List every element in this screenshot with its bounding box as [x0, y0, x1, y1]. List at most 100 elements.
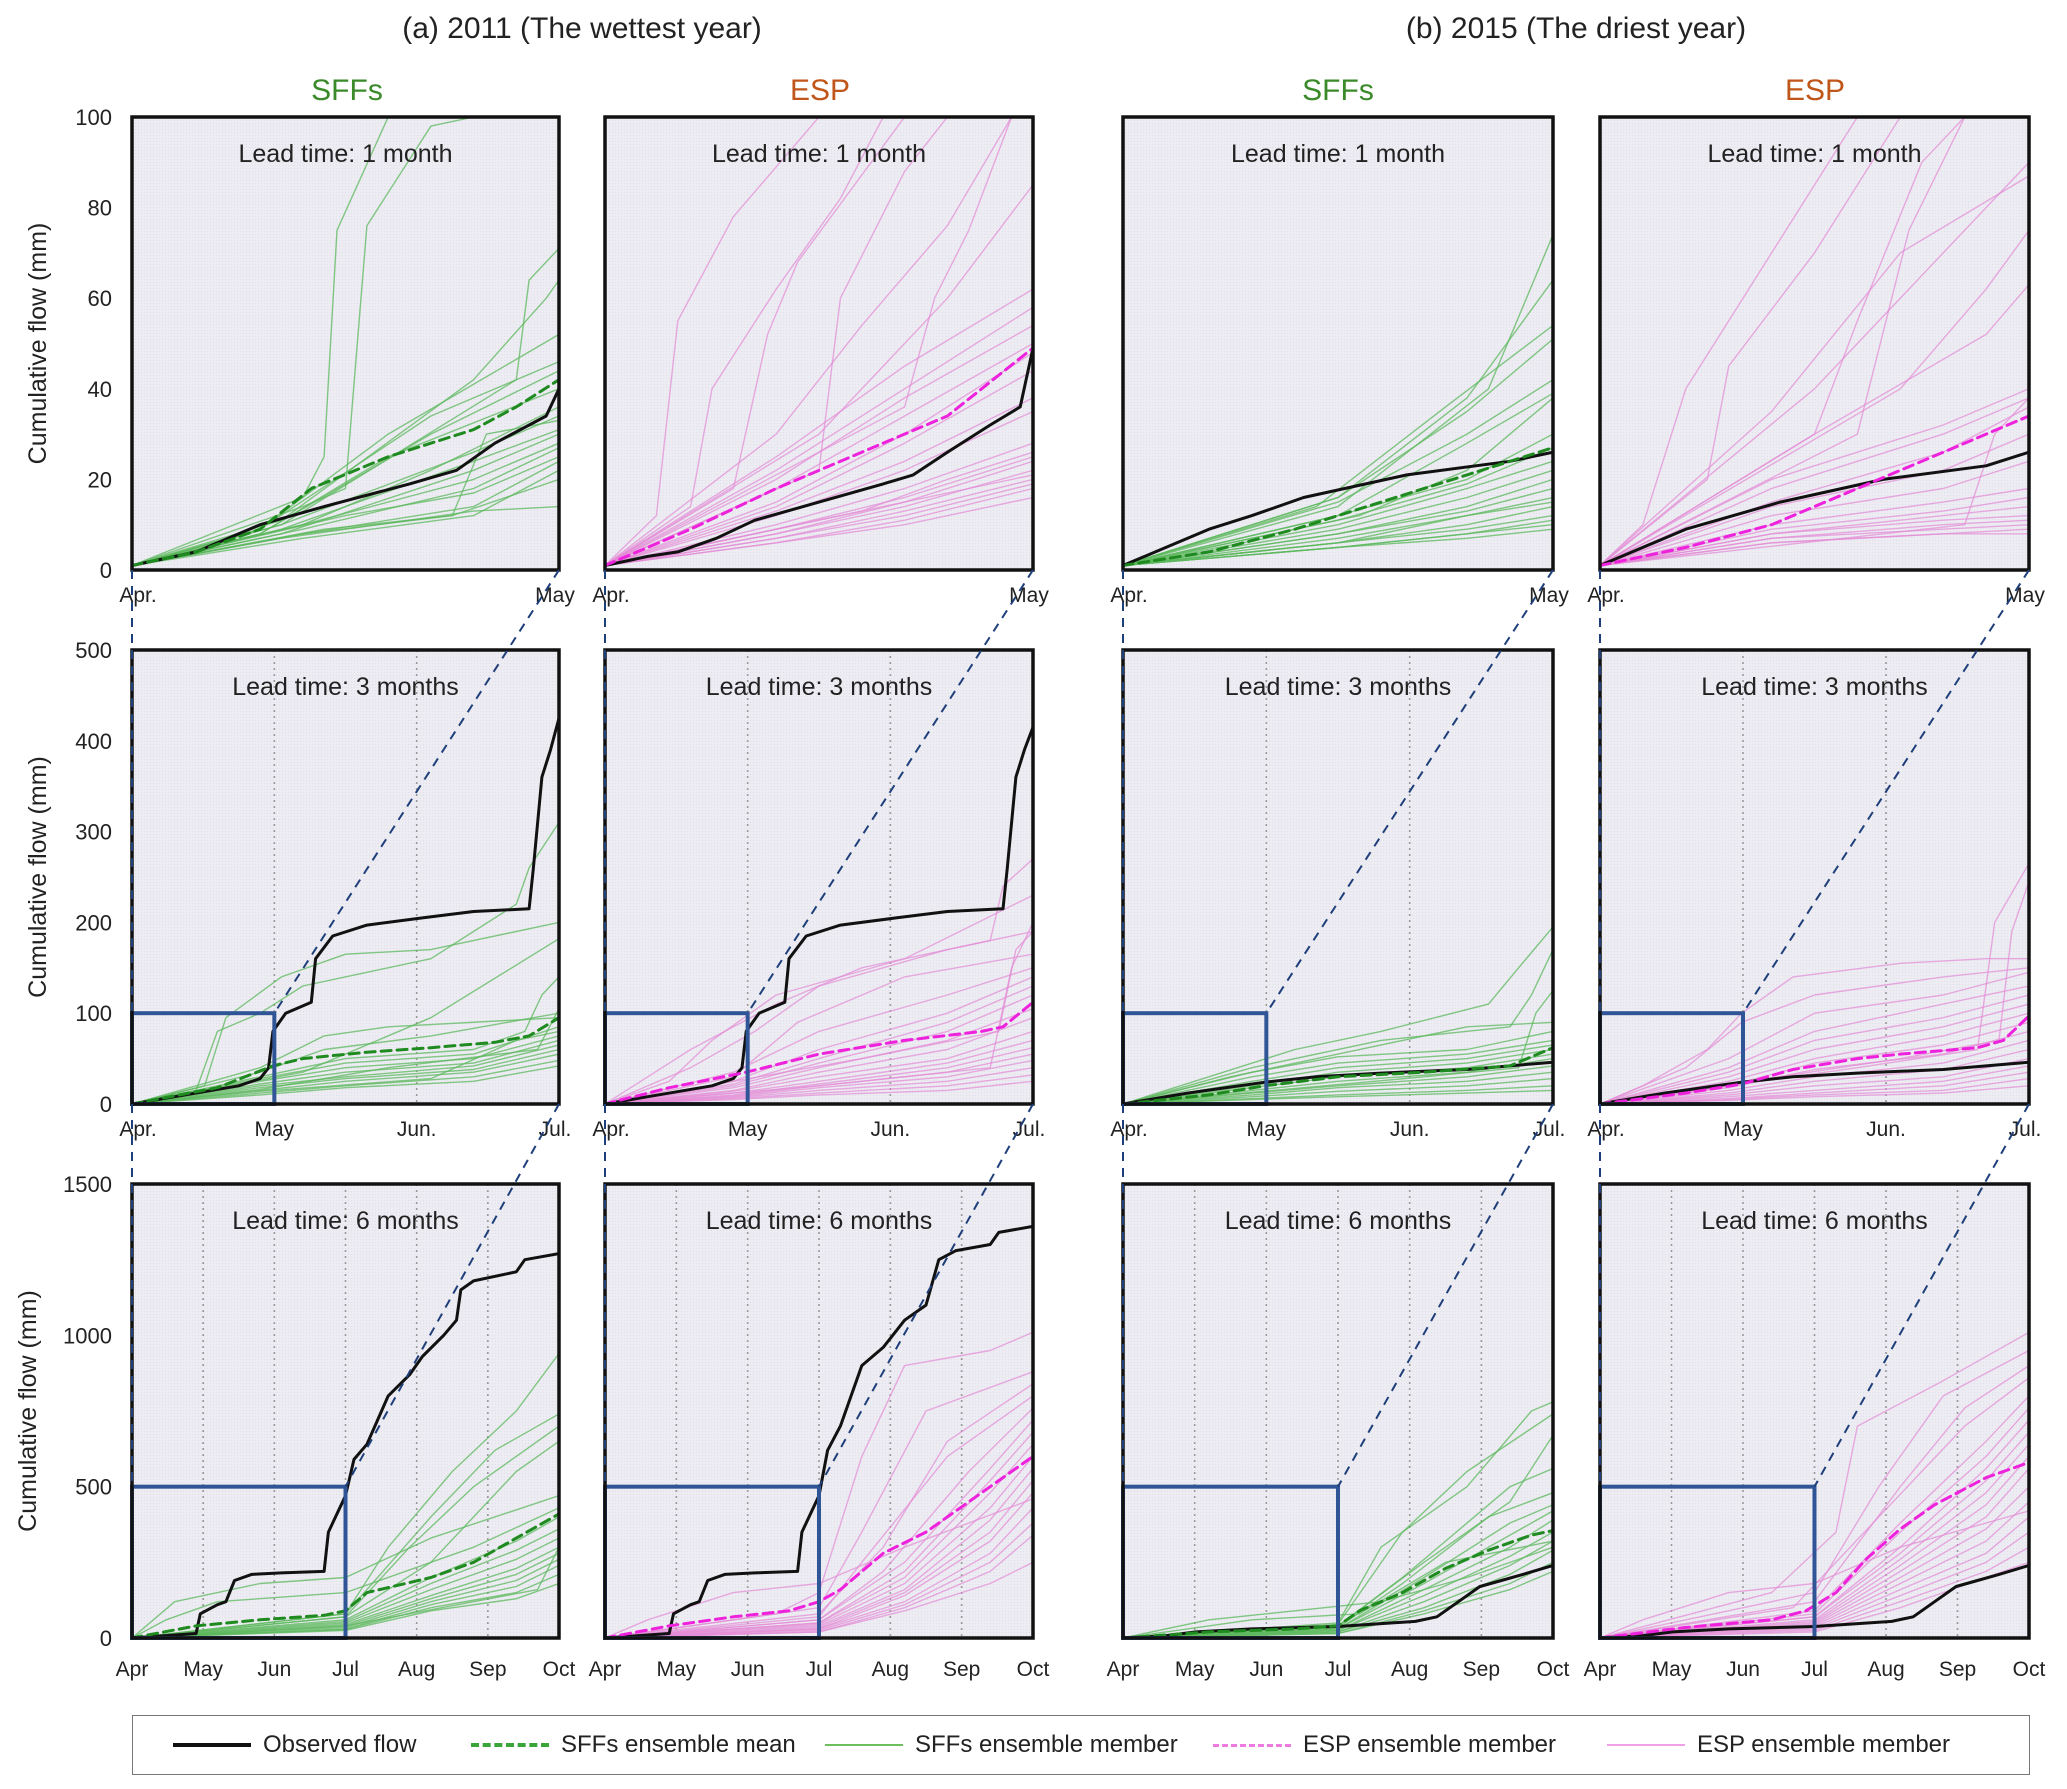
y-tick-label: 200: [75, 910, 112, 935]
y-tick-label: 20: [88, 467, 112, 492]
ensemble-member-line: [1123, 1089, 1553, 1104]
ensemble-member-line: [605, 1479, 1033, 1638]
zoom-connector-diagonal: [273, 569, 560, 1014]
ensemble-member-line: [605, 894, 1033, 1104]
ensemble-member-line: [1600, 487, 2029, 567]
panel-title: Lead time: 3 months: [706, 673, 933, 701]
panel-frame: [603, 115, 1035, 572]
y-tick-label: 300: [75, 820, 112, 845]
panel-title: Lead time: 6 months: [706, 1207, 933, 1235]
ensemble-mean-line: [132, 1512, 559, 1638]
panel-title: Lead time: 6 months: [232, 1207, 459, 1235]
ensemble-member-line: [1600, 967, 2029, 1104]
ensemble-member-line: [1600, 1065, 2029, 1104]
ensemble-member-line: [1600, 985, 2029, 1104]
ensemble-member-line: [1123, 1570, 1553, 1638]
observed-flow-line: [605, 725, 1033, 1104]
ensemble-member-line: [1600, 1364, 2029, 1638]
plot-area: [605, 650, 1033, 1104]
ensemble-member-line: [1123, 1048, 1553, 1104]
panel-title: Lead time: 1 month: [1231, 140, 1445, 168]
ensemble-member-line: [132, 1059, 559, 1104]
header-a-esp: ESP: [789, 74, 851, 107]
series-group: [132, 716, 559, 1104]
x-tick-label: Jul.: [1533, 1118, 1566, 1141]
panel-title: Lead time: 6 months: [1225, 1207, 1452, 1235]
ensemble-member-line: [605, 117, 884, 567]
series-group: [605, 1224, 1033, 1638]
ensemble-member-line: [1600, 1331, 2029, 1638]
ensemble-member-line: [605, 1080, 1033, 1104]
legend-item-esp-member: ESP ensemble member: [1607, 1716, 1950, 1774]
ensemble-member-line: [605, 953, 1033, 1104]
ensemble-member-line: [1600, 1377, 2029, 1638]
y-tick-label: 500: [75, 638, 112, 663]
ensemble-member-line: [132, 1507, 559, 1638]
y-tick-label: 100: [75, 105, 112, 130]
ensemble-mean-line: [605, 346, 1033, 567]
legend-label: SFFs ensemble member: [915, 1731, 1178, 1758]
ensemble-member-line: [132, 1017, 559, 1104]
ensemble-member-line: [605, 351, 1033, 567]
ensemble-member-line: [132, 1528, 559, 1638]
plot-area: [1600, 650, 2029, 1104]
ensemble-member-line: [1600, 514, 2029, 567]
x-tick-label: Jun.: [1390, 1118, 1430, 1141]
ensemble-member-line: [132, 1413, 559, 1638]
ensemble-member-line: [132, 1012, 559, 1104]
ensemble-member-line: [1123, 1540, 1553, 1638]
series-group: [605, 725, 1033, 1104]
series-group: [1123, 1401, 1553, 1638]
x-tick-label: Jun.: [870, 1118, 910, 1141]
ensemble-member-line: [605, 324, 1033, 567]
ensemble-member-line: [1123, 528, 1553, 567]
x-tick-label: Sep: [469, 1658, 506, 1681]
panel-title: Lead time: 3 months: [1225, 673, 1452, 701]
plot-area: [132, 650, 559, 1104]
ensemble-member-line: [1123, 1531, 1553, 1638]
ensemble-member-line: [605, 858, 1033, 1104]
y-tick-label: 500: [75, 1475, 112, 1500]
x-tick-label: Apr: [1584, 1658, 1617, 1681]
x-tick-label: May: [183, 1658, 223, 1681]
ensemble-member-line: [1600, 971, 2029, 1104]
panel-title: Lead time: 1 month: [238, 140, 452, 168]
y-tick-label: 40: [88, 377, 112, 402]
series-group: [1600, 1331, 2029, 1638]
ensemble-mean-line: [132, 1016, 559, 1104]
x-tick-label: May: [1009, 584, 1049, 607]
ensemble-member-line: [605, 410, 1033, 567]
x-tick-label: May: [1529, 584, 1569, 607]
x-tick-label: Apr.: [592, 1118, 629, 1141]
ensemble-member-line: [605, 1522, 1033, 1638]
legend-item-sff-member: SFFs ensemble member: [825, 1716, 1178, 1774]
ensemble-member-line: [132, 1030, 559, 1104]
ensemble-member-line: [1123, 1510, 1553, 1638]
ensemble-member-line: [1600, 433, 2029, 567]
panel-b-esp-6: Lead time: 6 months Apr May Jun Jul Aug Sep Oct: [1584, 1182, 2045, 1681]
x-tick-label: Sep: [1939, 1658, 1976, 1681]
legend-swatch-esp-member: [1607, 1744, 1685, 1746]
ensemble-member-line: [605, 1030, 1033, 1104]
x-tick-label: Oct: [543, 1658, 576, 1681]
x-tick-label: Jun.: [397, 1118, 437, 1141]
panel-b-sff-6: Lead time: 6 months Apr May Jun Jul Aug Sep Oct: [1107, 1182, 1569, 1681]
x-tick-label: Oct: [1017, 1658, 1050, 1681]
x-tick-label: Apr.: [1110, 584, 1147, 607]
panel-title: Lead time: 3 months: [1701, 673, 1928, 701]
ensemble-member-line: [605, 1507, 1033, 1638]
panel-frame: [1598, 115, 2031, 572]
ensemble-member-line: [1600, 1057, 2029, 1104]
ensemble-member-line: [605, 117, 820, 567]
y-tick-label: 1500: [63, 1172, 112, 1197]
ensemble-mean-line: [1123, 1529, 1553, 1638]
plot-area: [1123, 117, 1553, 570]
ensemble-member-line: [1600, 1085, 2029, 1104]
ensemble-member-line: [132, 1495, 559, 1638]
x-tick-label: Aug: [1867, 1658, 1904, 1681]
ensemble-member-line: [132, 1546, 559, 1638]
ensemble-member-line: [605, 288, 1033, 567]
ensemble-member-line: [132, 469, 559, 567]
y-axis-label: Cumulative flow (mm): [24, 223, 52, 465]
x-tick-label: Jun.: [1866, 1118, 1906, 1141]
